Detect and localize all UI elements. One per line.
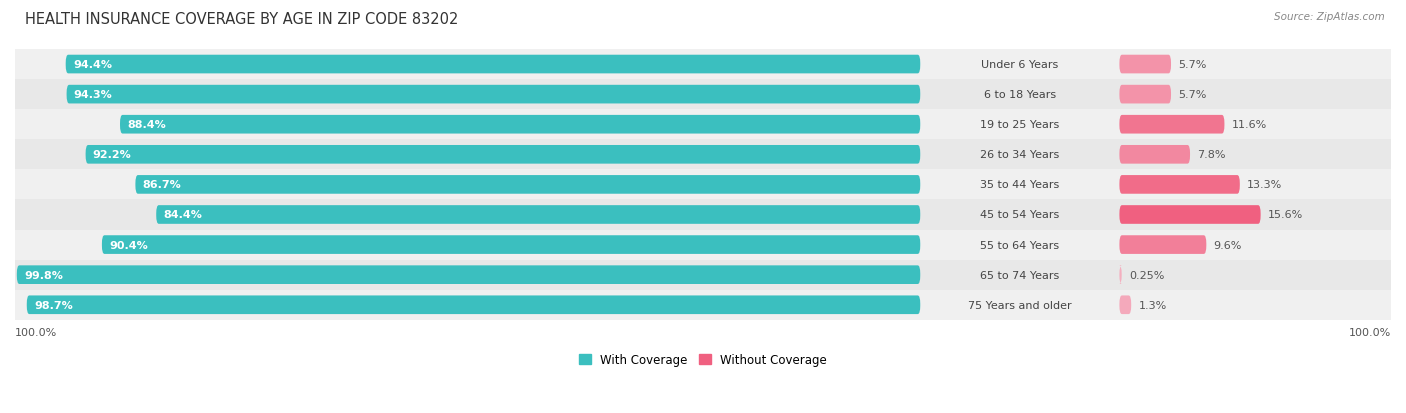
FancyBboxPatch shape <box>101 236 921 254</box>
FancyBboxPatch shape <box>1119 206 1261 224</box>
Text: 0.25%: 0.25% <box>1129 270 1164 280</box>
Text: 92.2%: 92.2% <box>93 150 132 160</box>
Legend: With Coverage, Without Coverage: With Coverage, Without Coverage <box>574 349 832 371</box>
FancyBboxPatch shape <box>66 56 921 74</box>
Text: 65 to 74 Years: 65 to 74 Years <box>980 270 1060 280</box>
FancyBboxPatch shape <box>1119 56 1171 74</box>
Text: 6 to 18 Years: 6 to 18 Years <box>984 90 1056 100</box>
Text: 86.7%: 86.7% <box>142 180 181 190</box>
FancyBboxPatch shape <box>66 85 921 104</box>
FancyBboxPatch shape <box>156 206 921 224</box>
Text: 19 to 25 Years: 19 to 25 Years <box>980 120 1060 130</box>
FancyBboxPatch shape <box>27 296 921 314</box>
Text: 15.6%: 15.6% <box>1268 210 1303 220</box>
FancyBboxPatch shape <box>15 260 1391 290</box>
FancyBboxPatch shape <box>15 230 1391 260</box>
Text: 55 to 64 Years: 55 to 64 Years <box>980 240 1059 250</box>
Text: 100.0%: 100.0% <box>1348 328 1391 337</box>
Text: 84.4%: 84.4% <box>163 210 202 220</box>
Text: Under 6 Years: Under 6 Years <box>981 60 1059 70</box>
Text: 99.8%: 99.8% <box>24 270 63 280</box>
FancyBboxPatch shape <box>15 110 1391 140</box>
FancyBboxPatch shape <box>120 116 921 134</box>
Text: 5.7%: 5.7% <box>1178 90 1206 100</box>
Text: 94.3%: 94.3% <box>75 90 112 100</box>
Text: 88.4%: 88.4% <box>128 120 166 130</box>
FancyBboxPatch shape <box>15 290 1391 320</box>
FancyBboxPatch shape <box>1119 146 1189 164</box>
FancyBboxPatch shape <box>86 146 921 164</box>
FancyBboxPatch shape <box>1119 116 1225 134</box>
Text: 26 to 34 Years: 26 to 34 Years <box>980 150 1060 160</box>
Text: 7.8%: 7.8% <box>1198 150 1226 160</box>
Text: 45 to 54 Years: 45 to 54 Years <box>980 210 1060 220</box>
Text: 1.3%: 1.3% <box>1139 300 1167 310</box>
FancyBboxPatch shape <box>15 140 1391 170</box>
FancyBboxPatch shape <box>15 80 1391 110</box>
FancyBboxPatch shape <box>15 200 1391 230</box>
Text: 35 to 44 Years: 35 to 44 Years <box>980 180 1060 190</box>
Text: 9.6%: 9.6% <box>1213 240 1241 250</box>
Text: Source: ZipAtlas.com: Source: ZipAtlas.com <box>1274 12 1385 22</box>
Text: 13.3%: 13.3% <box>1247 180 1282 190</box>
FancyBboxPatch shape <box>1119 176 1240 194</box>
FancyBboxPatch shape <box>1119 236 1206 254</box>
Text: 94.4%: 94.4% <box>73 60 112 70</box>
Text: 90.4%: 90.4% <box>110 240 148 250</box>
Text: HEALTH INSURANCE COVERAGE BY AGE IN ZIP CODE 83202: HEALTH INSURANCE COVERAGE BY AGE IN ZIP … <box>25 12 458 27</box>
FancyBboxPatch shape <box>1119 266 1122 284</box>
FancyBboxPatch shape <box>15 50 1391 80</box>
Text: 100.0%: 100.0% <box>15 328 58 337</box>
Text: 5.7%: 5.7% <box>1178 60 1206 70</box>
FancyBboxPatch shape <box>135 176 921 194</box>
FancyBboxPatch shape <box>1119 296 1132 314</box>
Text: 75 Years and older: 75 Years and older <box>967 300 1071 310</box>
Text: 98.7%: 98.7% <box>34 300 73 310</box>
Text: 11.6%: 11.6% <box>1232 120 1267 130</box>
FancyBboxPatch shape <box>15 170 1391 200</box>
FancyBboxPatch shape <box>1119 85 1171 104</box>
FancyBboxPatch shape <box>17 266 921 284</box>
